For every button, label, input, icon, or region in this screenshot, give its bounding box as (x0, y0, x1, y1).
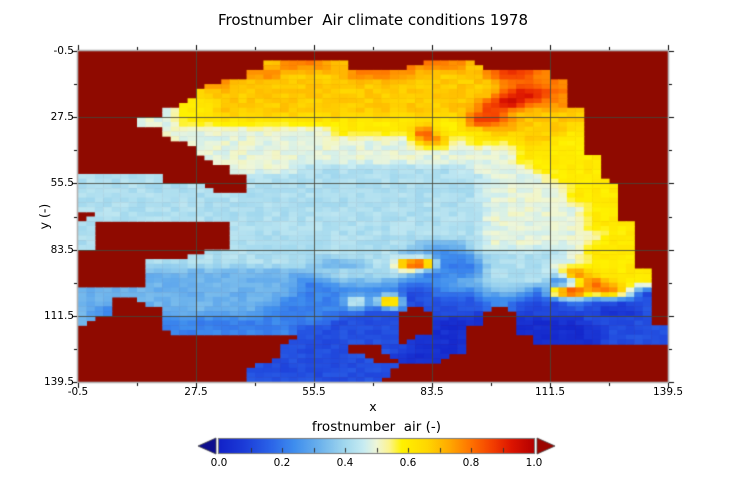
plot-title: Frostnumber Air climate conditions 1978 (217, 11, 529, 29)
x-tick-label: 27.5 (184, 386, 208, 398)
colorbar-title: frostnumber air (-) (311, 419, 442, 435)
colorbar-tick-label: 0.2 (273, 457, 291, 469)
colorbar-tick-label: 0.8 (462, 457, 480, 469)
x-tick-label: -0.5 (67, 386, 89, 398)
y-tick-label: 139.5 (43, 376, 74, 388)
x-axis-label: x (369, 399, 377, 414)
y-tick-label: 83.5 (50, 243, 74, 256)
colorbar-tick-label: 0.6 (399, 457, 417, 469)
colorbar-tick-label: 0.4 (336, 457, 354, 469)
x-tick-label: 83.5 (420, 386, 444, 398)
y-tick-label: 111.5 (43, 309, 74, 322)
y-tick-label: 55.5 (50, 177, 74, 190)
colorbar-tick-label: 0.0 (210, 457, 228, 469)
colorbar-tick-label: 1.0 (525, 457, 543, 469)
x-tick-label: 139.5 (652, 386, 684, 398)
x-tick-label: 55.5 (302, 386, 326, 398)
x-tick-label: 111.5 (534, 386, 566, 398)
y-tick-label: -0.5 (53, 45, 75, 57)
y-tick-label: 27.5 (50, 111, 74, 124)
y-axis-label: y (-) (36, 203, 52, 230)
